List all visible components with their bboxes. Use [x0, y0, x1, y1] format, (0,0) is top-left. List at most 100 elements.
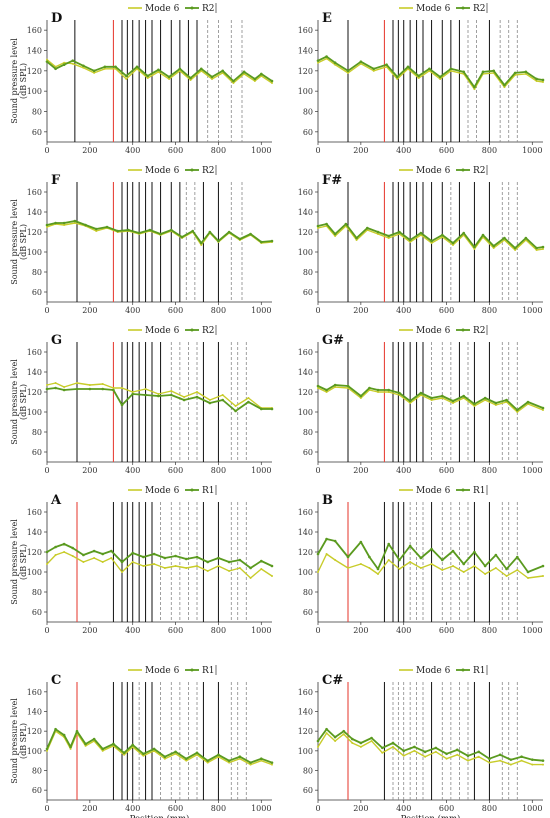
- data-point: [63, 386, 66, 388]
- x-tick-label: 0: [44, 804, 49, 813]
- data-point: [503, 83, 506, 87]
- data-point: [428, 67, 431, 71]
- data-point: [206, 761, 209, 764]
- y-tick-label: 80: [32, 108, 42, 117]
- data-point: [419, 556, 423, 560]
- data-point: [234, 405, 237, 407]
- data-point: [157, 393, 160, 395]
- data-point: [238, 558, 242, 562]
- data-point: [402, 749, 406, 753]
- data-point: [316, 552, 320, 556]
- x-tick-label: 200: [82, 466, 97, 475]
- panel-title: B: [322, 493, 333, 508]
- data-point: [95, 230, 98, 232]
- y-tick-label: 140: [298, 208, 313, 217]
- legend-label-second: R2: [473, 326, 486, 336]
- y-tick-label: 80: [303, 268, 313, 277]
- data-point: [163, 755, 167, 759]
- data-point: [473, 402, 476, 406]
- data-point: [191, 229, 195, 233]
- data-point: [142, 555, 145, 559]
- x-tick-label: 200: [353, 306, 368, 315]
- data-point: [73, 219, 77, 223]
- data-point: [409, 402, 412, 404]
- y-tick-label: 140: [27, 708, 42, 717]
- data-point: [249, 232, 252, 236]
- data-point: [368, 386, 371, 390]
- series-line-mode6: [317, 553, 544, 579]
- series-line-mode6: [46, 382, 272, 409]
- panel-title: G: [51, 333, 62, 348]
- data-point: [488, 761, 491, 764]
- legend-label-mode6: Mode 6: [416, 4, 451, 14]
- data-point: [419, 391, 423, 395]
- data-point: [317, 571, 319, 573]
- y-axis-label: Sound pressure level: [10, 519, 19, 605]
- data-point: [253, 77, 257, 81]
- x-tick-label: 0: [315, 466, 320, 475]
- x-tick-label: 1000: [251, 466, 271, 475]
- data-point: [146, 74, 150, 78]
- x-tick-label: 200: [353, 146, 368, 155]
- x-tick-label: 0: [44, 626, 49, 635]
- x-tick-label: 0: [44, 466, 49, 475]
- data-point: [62, 388, 66, 392]
- data-point: [391, 741, 395, 745]
- panel-title: D: [51, 11, 62, 26]
- x-tick-label: 1000: [251, 146, 271, 155]
- panel-g-sharp: 60 80 100 120 140 160 0 200 400 600 800 1000 G# Mode …: [298, 325, 545, 475]
- data-point: [62, 221, 66, 225]
- x-tick-label: 400: [396, 626, 411, 635]
- data-point: [92, 737, 96, 741]
- data-point: [71, 59, 75, 62]
- data-point: [440, 233, 444, 237]
- data-point: [211, 77, 213, 80]
- data-point: [71, 62, 74, 65]
- data-point: [467, 759, 469, 762]
- data-point: [135, 65, 139, 69]
- x-tick-label: 1000: [522, 804, 542, 813]
- data-point: [153, 563, 156, 565]
- data-point: [325, 388, 328, 392]
- data-point: [542, 575, 544, 577]
- x-tick-label: 0: [315, 306, 320, 315]
- data-point: [359, 394, 363, 398]
- legend-marker-second: [461, 328, 465, 332]
- data-point: [462, 394, 466, 398]
- panel-e: 60 80 100 120 140 160 0 200 400 600 800 1000 E Mode 6…: [298, 3, 545, 155]
- data-point: [195, 751, 199, 755]
- x-tick-label: 800: [482, 626, 497, 635]
- data-point: [531, 763, 534, 766]
- data-point: [325, 553, 328, 555]
- data-point: [84, 223, 87, 227]
- data-point: [466, 754, 470, 758]
- data-point: [174, 750, 177, 754]
- data-point: [184, 557, 188, 561]
- data-point: [249, 566, 252, 570]
- data-point: [122, 751, 126, 755]
- data-point: [430, 396, 433, 400]
- data-point: [152, 552, 156, 556]
- x-tick-label: 800: [211, 306, 226, 315]
- data-point: [208, 401, 212, 405]
- data-point: [473, 88, 476, 91]
- data-point: [54, 67, 57, 71]
- y-tick-label: 100: [27, 87, 42, 96]
- data-point: [370, 740, 373, 742]
- y-tick-label: 160: [27, 188, 42, 197]
- data-point: [462, 231, 466, 235]
- data-point: [167, 75, 171, 79]
- series-line-second: [317, 384, 544, 411]
- legend-label-second: R2: [202, 326, 215, 336]
- data-point: [541, 78, 545, 82]
- data-point: [103, 65, 107, 69]
- data-point: [75, 729, 79, 733]
- data-point: [535, 249, 538, 251]
- x-tick-label: 600: [168, 804, 183, 813]
- data-point: [88, 387, 92, 391]
- data-point: [419, 567, 422, 569]
- data-point: [346, 384, 350, 388]
- data-point: [54, 545, 57, 549]
- data-point: [387, 388, 391, 392]
- data-point: [483, 396, 487, 400]
